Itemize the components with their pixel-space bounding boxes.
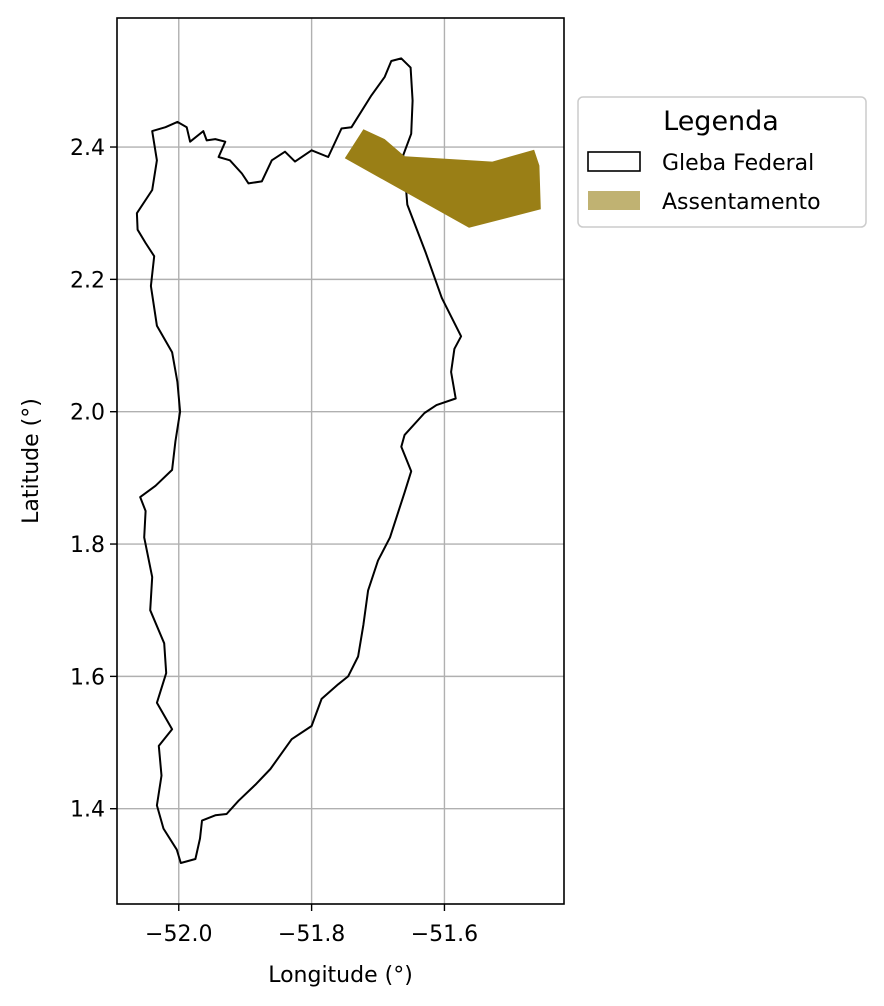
legend-label-gleba-federal: Gleba Federal [662, 151, 814, 176]
x-tick-label: −51.6 [411, 922, 478, 947]
x-axis-label: Longitude (°) [268, 963, 413, 988]
axis-ticks: −52.0 −51.8 −51.6 1.4 1.6 1.8 2.0 2.2 2.4 [70, 136, 478, 947]
x-tick-label: −51.8 [278, 922, 345, 947]
y-tick-label: 2.4 [70, 136, 105, 161]
y-axis-label: Latitude (°) [19, 398, 44, 524]
legend-label-assentamento: Assentamento [662, 190, 821, 215]
legend: Legenda Gleba Federal Assentamento [577, 96, 867, 228]
x-tick-label: −52.0 [145, 922, 212, 947]
plot-area [117, 18, 564, 904]
y-tick-label: 1.8 [70, 533, 105, 558]
legend-box [577, 96, 867, 228]
y-tick-label: 2.0 [70, 401, 105, 426]
legend-title: Legenda [663, 106, 779, 137]
y-tick-label: 1.6 [70, 665, 105, 690]
legend-swatch-gleba-federal [587, 151, 641, 172]
y-tick-label: 2.2 [70, 268, 105, 293]
plot-frame [116, 17, 565, 905]
legend-swatch-assentamento [588, 191, 640, 210]
layer-assentamento [344, 129, 541, 228]
map-layers [135, 57, 541, 864]
layer-gleba-federal [135, 57, 463, 864]
y-tick-label: 1.4 [70, 798, 105, 823]
